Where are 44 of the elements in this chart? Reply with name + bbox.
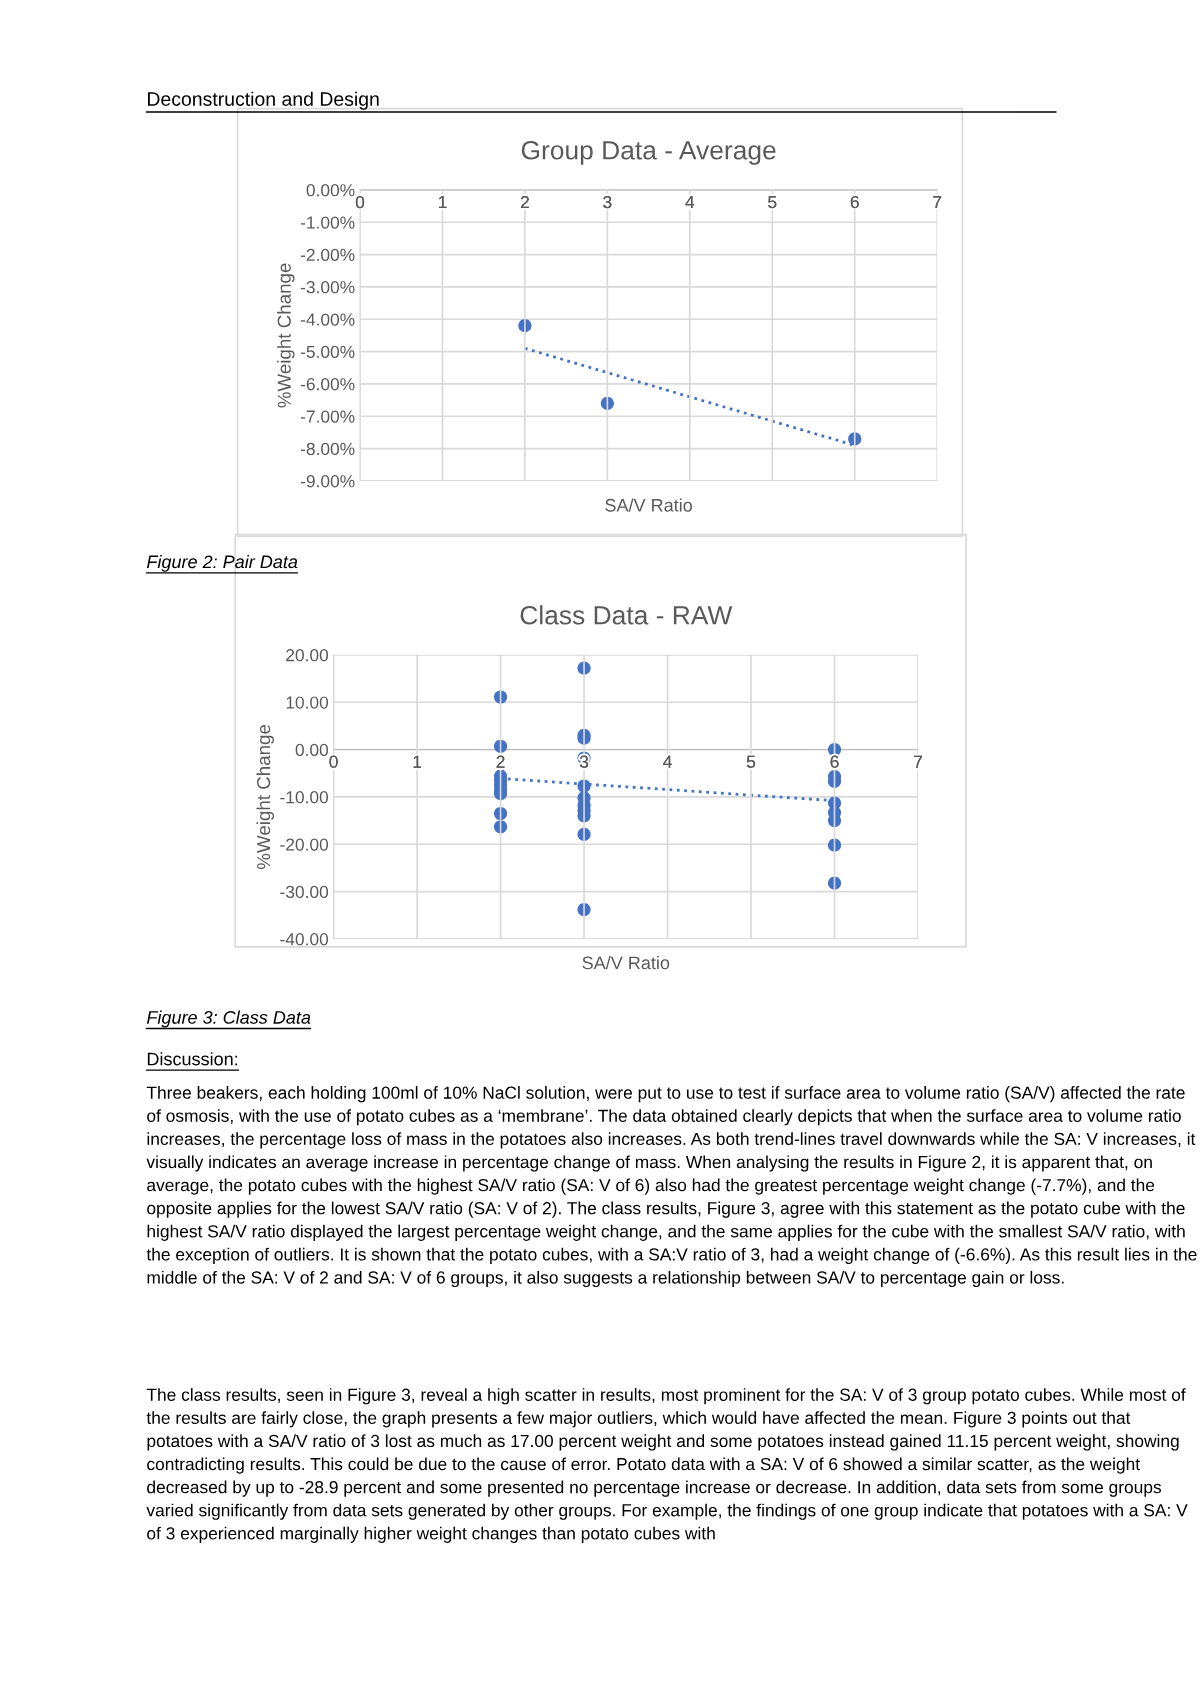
x-tick-label: 6 (830, 755, 839, 768)
x-tick-label: 1 (413, 755, 422, 768)
y-tick-label: -2.00% (300, 248, 355, 262)
y-tick-label: -6.00% (300, 378, 355, 391)
text: Discussion: (147, 1052, 238, 1066)
x-tick-label: 6 (850, 195, 859, 209)
x-tick-label: 7 (914, 755, 922, 768)
x-tick-label: 2 (496, 755, 505, 768)
chart-title: Class Data - RAW (520, 605, 733, 625)
y-tick-label: -30.00 (280, 885, 329, 899)
y-tick-label: -3.00% (300, 281, 355, 294)
text: Three beakers, each holding 100ml of 10% NaCl solution, were put to use to test if surface area to volume ratio (SA/V) affected the rate of osmosis, with the use of potato cubes as a ‘membrane’. The data obtained clearly depicts that when the surface area to volume ratio increases, the percentage loss of mass in the potatoes also increases. As both trend-lines travel downwards while the SA: V increases, it visually indicates an average increase in percentage change of mass. When analysing the results in Figure 2, it is apparent that, on average, the potato cubes with the highest SA/V ratio (SA: V of 6) also had the greatest percentage weight change (-7.7%), and the opposite applies for the lowest SA/V ratio (SA: V of 2). The class results, Figure 3, agree with this statement as the potato cube with the highest SA/V ratio displayed the largest percentage weight change, and the same applies for the cube with the smallest SA/V ratio, with the exception of outliers. It is shown that the potato cubes, with a SA:V ratio of 3, had a weight change of (-6.6%). As this result lies in the middle of the SA: V of 2 and SA: V of 6 groups, it also suggests a relationship between SA/V to percentage gain or loss. (146, 1086, 1197, 1288)
y-tick-label: -5.00% (300, 345, 355, 359)
text: Deconstruction and Design (148, 91, 379, 110)
x-tick-label: 0 (329, 755, 338, 768)
x-tick-label: 3 (603, 195, 612, 209)
text: The class results, seen in Figure 3, reveal a high scatter in results, most prominent for the SA: V of 3 group potato cubes. While most of the results are fairly close, the graph presents a few major outliers, which would have affected the mean. Figure 3 points out that potatoes with a SA/V ratio of 3 lost as much as 17.00 percent weight and some potatoes instead gained 11.15 percent weight, showing contradicting results. This could be due to the cause of error. Potato data with a SA: V of 6 showed a similar scatter, as the weight decreased by up to -28.9 percent and some presented no percentage increase or decrease. In addition, data sets from some groups varied significantly from data sets generated by other groups. For example, the findings of one group indicate that potatoes with a SA: V of 3 experienced marginally higher weight changes than potato cubes with (146, 1388, 1188, 1543)
x-tick-label: 5 (746, 755, 756, 768)
y-tick-label: -1.00% (300, 216, 355, 229)
y-tick-label: -7.00% (300, 410, 355, 423)
y-tick-label: -8.00% (300, 442, 355, 456)
y-tick-label: -4.00% (300, 313, 355, 326)
y-axis-title: %Weight Change (277, 263, 295, 408)
x-tick-label: 4 (663, 755, 672, 768)
x-tick-label: 5 (768, 196, 777, 209)
y-tick-label: -9.00% (300, 475, 355, 488)
x-tick-label: 1 (438, 196, 447, 209)
x-axis-title: SA/V Ratio (605, 498, 692, 512)
x-tick-label: 4 (685, 196, 695, 209)
y-tick-label: 10.00 (286, 696, 329, 709)
y-tick-label: 20.00 (286, 649, 329, 662)
x-tick-label: 2 (520, 195, 529, 209)
x-tick-label: 7 (933, 196, 942, 209)
y-tick-label: 0.00% (306, 184, 355, 197)
y-tick-label: -10.00 (280, 791, 329, 804)
y-tick-label: 0.00 (295, 743, 329, 757)
x-tick-label: 0 (355, 195, 365, 209)
chart-title: Group Data - Average (521, 140, 776, 165)
y-tick-label: -40.00 (280, 933, 329, 946)
y-tick-label: -20.00 (280, 838, 329, 851)
caption: Figure 2: Pair Data (146, 554, 298, 572)
x-axis-title: SA/V Ratio (582, 955, 670, 970)
y-axis-title: %Weight Change (256, 724, 274, 870)
caption: Figure 3: Class Data (146, 1010, 311, 1028)
